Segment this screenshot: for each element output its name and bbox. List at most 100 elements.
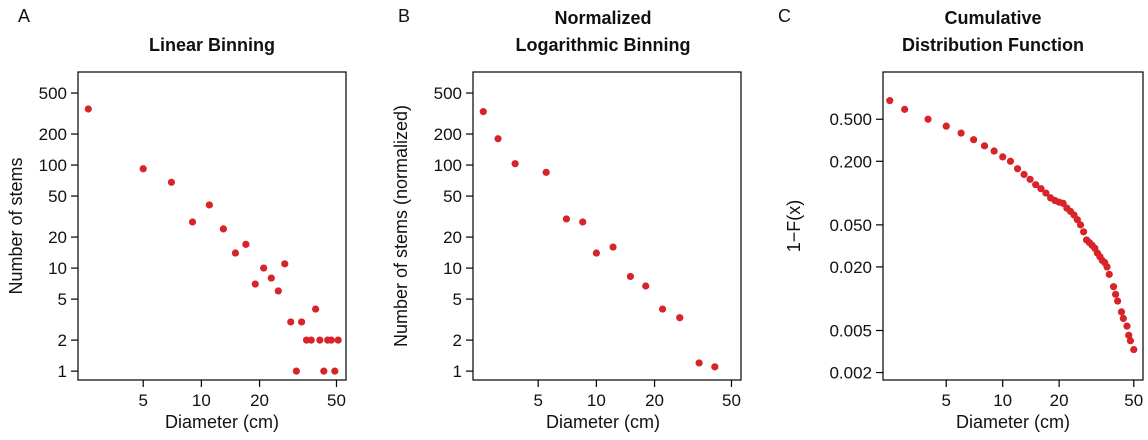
y-axis-label-b: Number of stems (normalized) [391,105,411,347]
plot-frame-b [472,71,742,381]
x-tick-label-b: 5 [533,391,542,410]
data-point-a [267,274,275,282]
x-tick-label-b: 10 [587,391,606,410]
data-point-a [298,318,306,326]
panel-label-c: C [778,6,791,26]
panel-c: C Cumulative Distribution Function 0.002… [778,6,1144,432]
y-tick-label-a: 2 [58,331,67,350]
data-point-c [1006,157,1015,165]
data-point-c [1032,181,1040,189]
data-point-c [1117,308,1126,316]
data-point-c [1020,170,1028,179]
data-point-c [1076,221,1085,229]
data-point-b [592,249,600,257]
x-axis-label-c: Diameter (cm) [956,412,1070,432]
data-point-c [1105,270,1113,278]
data-point-b [579,218,587,226]
y-tick-label-c: 0.005 [829,322,872,341]
data-point-c [1079,228,1088,236]
y-tick-label-a: 500 [39,84,67,103]
data-point-a [219,225,228,233]
title-b-line-2: Logarithmic Binning [516,35,691,55]
data-point-a [287,318,295,326]
points-a [84,105,342,375]
data-point-c [924,115,932,123]
data-point-c [1103,263,1111,271]
data-point-b [494,135,502,143]
data-point-b [609,243,617,251]
y-tick-label-a: 100 [39,156,67,175]
y-tick-label-c: 0.500 [829,110,872,129]
data-point-c [901,105,909,113]
data-point-a [307,336,315,344]
panel-a: A Linear Binning 1 2 5 10 20 50 100 200 500 5 10 2… [6,6,347,432]
x-axis-label-b: Diameter (cm) [546,412,660,432]
data-point-c [1114,297,1122,305]
title-c-line-1: Cumulative [944,8,1041,28]
data-point-a [242,240,250,248]
data-point-c [1125,331,1133,339]
data-point-c [1123,322,1131,330]
y-tick-label-a: 20 [48,228,67,247]
data-point-c [1126,337,1135,345]
data-point-a [231,249,240,257]
title-a-line-1: Linear Binning [149,35,275,55]
data-point-b [695,359,703,367]
y-axis-label-a: Number of stems [6,157,26,294]
x-tick-label-c: 20 [1050,391,1069,410]
data-point-a [139,165,147,173]
y-ticks-c: 0.002 0.005 0.020 0.050 0.200 0.500 [829,110,883,383]
data-point-b [562,215,571,223]
data-point-b [658,305,667,313]
y-tick-label-a: 1 [58,362,67,381]
y-tick-label-a: 10 [48,259,67,278]
data-point-c [980,142,989,150]
x-ticks-b: 5 10 20 50 [533,380,741,410]
plot-frame-a [77,71,347,381]
data-point-b [676,314,684,322]
data-point-a [331,367,339,375]
title-c-line-2: Distribution Function [902,35,1084,55]
x-tick-label-b: 20 [645,391,664,410]
panel-b: B Normalized Logarithmic Binning 1 2 5 10 20… [391,6,742,432]
data-point-a [334,336,342,344]
data-point-a [205,201,213,209]
data-point-a [320,367,328,375]
data-point-b [626,272,635,281]
y-tick-label-a: 5 [58,290,67,309]
y-tick-label-b: 500 [434,84,462,103]
y-tick-label-b: 2 [453,331,462,350]
y-axis-label-c: 1−F(x) [784,200,804,253]
data-point-c [1037,185,1045,193]
y-tick-label-a: 200 [39,125,67,144]
data-point-a [188,218,197,226]
data-point-c [1130,345,1138,354]
title-b-line-1: Normalized [554,8,651,28]
points-b [479,108,719,371]
points-c [886,97,1138,354]
x-axis-label-a: Diameter (cm) [165,412,279,432]
x-tick-label-c: 5 [942,391,951,410]
data-point-b [511,160,519,168]
y-ticks-a: 1 2 5 10 20 50 100 200 500 [39,84,78,381]
data-point-c [1073,216,1081,224]
data-point-a [316,336,324,344]
y-tick-label-b: 1 [453,362,462,381]
data-point-a [260,264,268,272]
data-point-c [1059,199,1067,207]
y-tick-label-c: 0.050 [829,216,872,235]
data-point-b [479,108,487,116]
x-tick-label-a: 50 [327,391,346,410]
y-ticks-b: 1 2 5 10 20 50 100 200 500 [434,84,473,381]
y-tick-label-c: 0.200 [829,152,872,171]
data-point-c [957,129,965,137]
data-point-c [1026,175,1034,183]
y-tick-label-b: 10 [443,259,462,278]
data-point-a [251,280,259,288]
plot-frame-c [882,71,1144,381]
x-ticks-c: 5 10 20 50 [942,380,1143,410]
data-point-c [1042,189,1050,197]
y-tick-label-b: 100 [434,156,462,175]
panel-label-b: B [398,6,410,26]
data-point-c [942,122,950,130]
